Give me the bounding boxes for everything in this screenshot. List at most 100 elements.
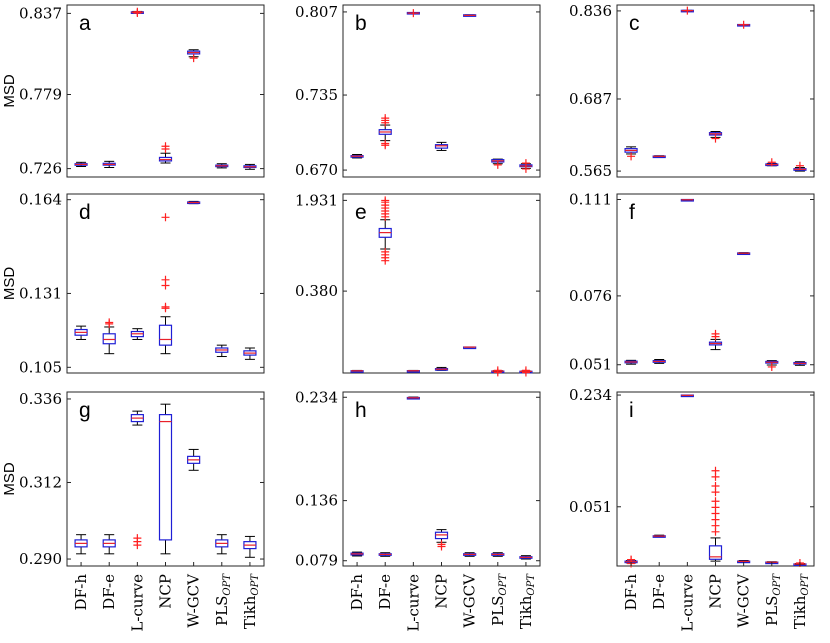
y-tick-label: 1.931 — [295, 191, 338, 209]
axes-frame — [66, 4, 265, 178]
y-tick-label: 0.565 — [569, 162, 612, 180]
y-tick-label: 0.164 — [19, 191, 62, 209]
box-tikhopt — [243, 163, 257, 170]
panel-label: f — [629, 201, 635, 224]
outlier-marker — [767, 362, 776, 371]
box-plsopt — [491, 158, 505, 169]
y-tick-label: 0.836 — [569, 2, 612, 20]
box-df-e — [102, 534, 116, 555]
box-df-e — [378, 552, 392, 557]
x-tick-label: DF-e — [100, 574, 118, 610]
panel-f: 0.051 0.076 0.111 f — [569, 191, 815, 374]
box-body — [158, 324, 173, 346]
y-tick-label: 0.726 — [19, 160, 62, 178]
x-tick-main: L-curve — [404, 574, 422, 632]
x-tick-label: L-curve — [404, 574, 422, 632]
x-tick-main: DF-e — [376, 574, 394, 610]
x-tick-label: NCP — [433, 574, 451, 609]
y-tick-label: 0.290 — [19, 550, 62, 568]
box-body — [102, 333, 116, 345]
x-tick-main: NCP — [157, 574, 175, 609]
box-df-e — [378, 114, 392, 150]
outlier-marker — [627, 152, 636, 161]
y-tick-label: 0.076 — [569, 287, 612, 305]
x-tick-label: DF-h — [72, 574, 90, 611]
box-w-gcv — [463, 552, 477, 557]
x-tick-main: PLS — [489, 596, 507, 626]
x-tick-subscript: OPT — [772, 573, 783, 596]
box-plsopt — [491, 552, 505, 557]
box-df-h — [74, 325, 88, 340]
outlier-marker — [381, 114, 390, 123]
box-ncp — [158, 213, 173, 355]
x-tick-main: PLS — [763, 596, 781, 626]
box-plsopt — [765, 158, 779, 167]
y-tick-label: 0.051 — [569, 498, 612, 516]
panel-label: a — [79, 12, 91, 35]
box-w-gcv — [737, 252, 751, 256]
x-tick-main: W-GCV — [461, 573, 479, 628]
box-plsopt — [215, 344, 229, 358]
axes-frame — [616, 4, 815, 178]
x-tick-main: Tikh — [241, 595, 259, 629]
box-df-h — [350, 153, 364, 159]
panel-a: 0.726 0.779 0.837 a MSD — [1, 4, 265, 178]
outlier-marker — [161, 213, 170, 222]
x-tick-label: W-GCV — [735, 573, 753, 628]
box-df-h — [350, 369, 364, 373]
box-l-curve — [130, 410, 144, 550]
box-ncp — [434, 141, 449, 151]
outlier-marker — [795, 161, 804, 170]
y-tick-label: 0.670 — [295, 161, 338, 179]
box-df-e — [102, 318, 116, 355]
x-tick-label: TikhOPT — [241, 573, 261, 629]
y-tick-label: 0.105 — [19, 358, 62, 376]
panel-label: h — [355, 399, 367, 422]
box-l-curve — [406, 396, 420, 400]
x-tick-main: DF-h — [348, 574, 366, 611]
box-l-curve — [680, 6, 694, 15]
box-df-h — [350, 551, 364, 557]
panel-c: 0.565 0.687 0.836 c — [569, 2, 815, 180]
x-tick-label: L-curve — [678, 574, 696, 632]
x-tick-subscript: OPT — [250, 573, 261, 596]
y-tick-label: 0.779 — [19, 85, 62, 103]
x-tick-label: DF-h — [348, 574, 366, 611]
x-tick-main: NCP — [433, 574, 451, 609]
outlier-marker — [105, 318, 114, 327]
outlier-marker — [189, 54, 198, 63]
panel-e: 0.380 1.931 e — [295, 191, 541, 377]
panel-d: 0.105 0.131 0.164 d MSD — [1, 191, 265, 376]
box-w-gcv — [187, 200, 201, 205]
y-tick-label: 0.380 — [295, 282, 338, 300]
x-tick-main: Tikh — [517, 595, 535, 629]
x-tick-label: DF-e — [376, 574, 394, 610]
axes-frame — [616, 193, 815, 374]
box-ncp — [158, 142, 173, 164]
y-tick-label: 0.111 — [569, 191, 612, 209]
panel-label: c — [629, 12, 640, 35]
outlier-marker — [521, 159, 530, 168]
x-tick-main: W-GCV — [185, 573, 203, 628]
outlier-marker — [381, 196, 390, 205]
outlier-marker — [161, 302, 170, 311]
box-w-gcv — [187, 49, 201, 63]
x-tick-main: L-curve — [678, 574, 696, 632]
axes-frame — [66, 193, 265, 374]
y-tick-label: 0.336 — [19, 390, 62, 408]
box-w-gcv — [463, 346, 477, 350]
box-ncp — [708, 329, 723, 351]
box-df-e — [652, 155, 666, 159]
x-tick-subscript: OPT — [526, 573, 537, 596]
x-tick-main: L-curve — [128, 574, 146, 632]
outlier-marker — [161, 142, 170, 151]
y-tick-label: 0.807 — [295, 3, 338, 21]
panel-g: 0.290 0.312 0.336 g MSD DF-h DF-e L-curve NCP W-G… — [1, 390, 265, 632]
outlier-marker — [711, 329, 720, 338]
box-tikhopt — [243, 535, 257, 558]
outlier-marker — [767, 158, 776, 167]
outlier-marker — [521, 366, 530, 375]
box-tikhopt — [793, 361, 807, 366]
y-tick-label: 0.234 — [569, 386, 612, 404]
